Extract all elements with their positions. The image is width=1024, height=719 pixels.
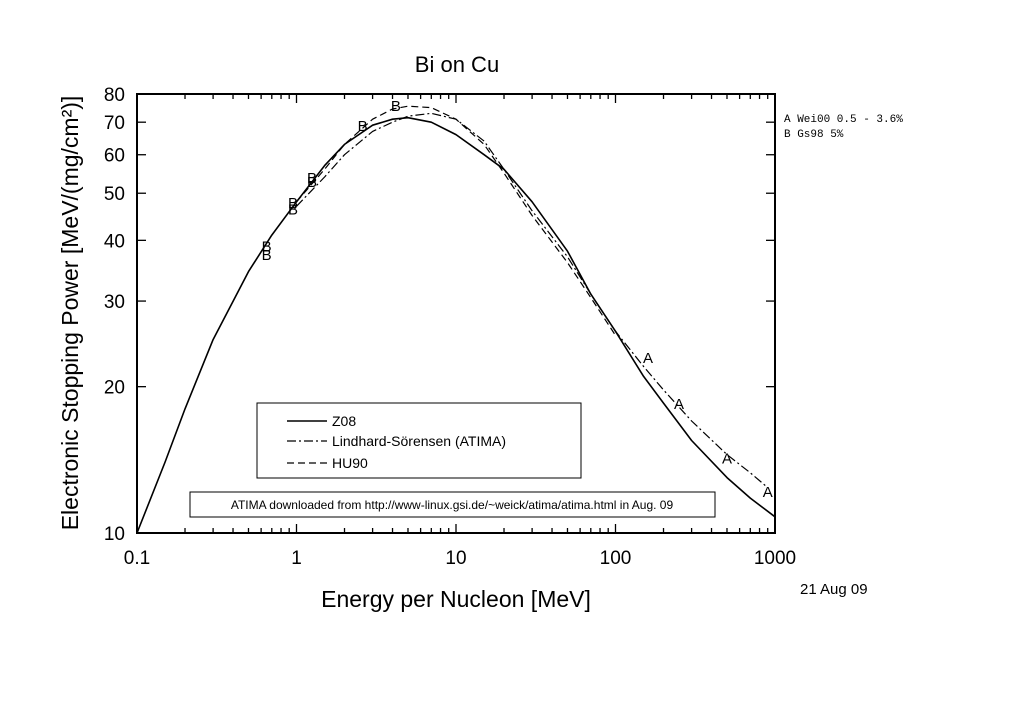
- chart-title: Bi on Cu: [415, 52, 499, 77]
- data-point-b: B: [307, 174, 317, 191]
- x-tick-label: 100: [600, 548, 632, 569]
- legend-label-hu90: HU90: [332, 455, 368, 471]
- reference-b: B Gs98 5%: [784, 129, 844, 141]
- x-tick-label: 0.1: [124, 548, 150, 569]
- y-tick-label: 60: [104, 146, 125, 167]
- date-stamp: 21 Aug 09: [800, 581, 868, 598]
- x-tick-labels: 0.1 1 10 100 1000: [124, 548, 796, 569]
- source-note-box: [189, 491, 716, 518]
- x-tick-label: 1000: [754, 548, 796, 569]
- data-point-a: A: [674, 396, 684, 413]
- source-note-text: ATIMA downloaded from http://www-linux.g…: [231, 498, 674, 512]
- data-point-b: B: [358, 118, 368, 135]
- x-axis-title: Energy per Nucleon [MeV]: [321, 586, 591, 612]
- legend: Z08 Lindhard-Sörensen (ATIMA) HU90: [256, 402, 582, 479]
- data-point-b: B: [262, 247, 272, 264]
- series-lindhard-s-rensen-atima: [296, 112, 769, 489]
- y-tick-label: 10: [104, 524, 125, 545]
- axis-ticks: [136, 93, 776, 534]
- data-point-b: B: [307, 170, 317, 187]
- data-point-a: A: [763, 484, 773, 501]
- data-point-b: B: [288, 202, 298, 219]
- y-tick-label: 50: [104, 184, 125, 205]
- y-tick-labels: 10 20 30 40 50 60 70 80: [104, 85, 125, 545]
- series-hu90: [296, 105, 617, 336]
- y-tick-label: 70: [104, 113, 125, 134]
- legend-label-z08: Z08: [332, 413, 356, 429]
- y-tick-label: 30: [104, 292, 125, 313]
- data-point-b: B: [262, 239, 272, 256]
- x-tick-label: 10: [445, 548, 466, 569]
- series-z08: [136, 116, 776, 534]
- y-tick-label: 80: [104, 85, 125, 106]
- legend-label-atima: Lindhard-Sörensen (ATIMA): [332, 433, 506, 449]
- data-point-a: A: [722, 450, 732, 467]
- y-tick-label: 20: [104, 378, 125, 399]
- series-lines: [136, 105, 776, 534]
- y-axis-title: Electronic Stopping Power [MeV/(mg/cm²)]: [57, 96, 83, 531]
- data-point-b: B: [288, 195, 298, 212]
- data-point-a: A: [643, 350, 653, 367]
- data-point-b: B: [391, 98, 401, 115]
- reference-a: A Wei00 0.5 - 3.6%: [784, 114, 903, 126]
- x-tick-label: 1: [291, 548, 302, 569]
- source-note: ATIMA downloaded from http://www-linux.g…: [189, 491, 716, 518]
- y-tick-label: 40: [104, 231, 125, 252]
